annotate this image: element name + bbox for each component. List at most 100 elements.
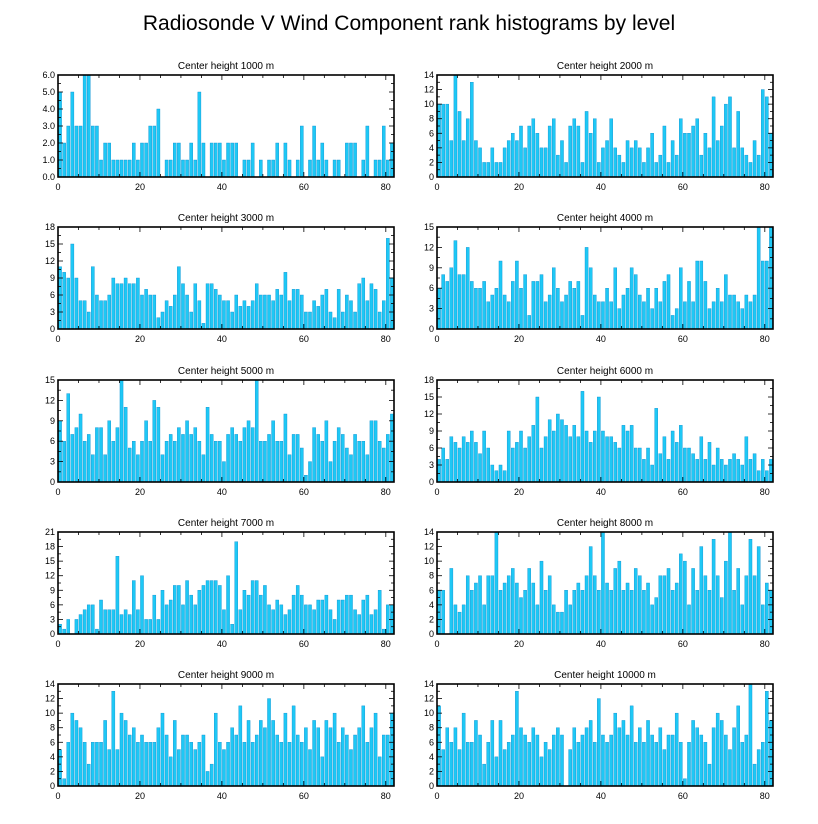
bar: [234, 142, 238, 178]
y-tick-label: 4: [50, 752, 55, 762]
bar: [732, 294, 736, 330]
bar: [99, 742, 103, 787]
bar: [699, 734, 704, 787]
bar: [308, 311, 312, 330]
bar: [250, 300, 255, 330]
bar: [119, 712, 124, 787]
bar: [728, 459, 732, 483]
bar: [756, 226, 761, 330]
bar: [238, 609, 243, 635]
bar: [552, 430, 556, 483]
bar: [629, 425, 634, 483]
bar: [535, 133, 540, 178]
bar: [699, 546, 704, 635]
bar: [674, 308, 679, 330]
y-tick-label: 3: [429, 460, 434, 470]
bar: [324, 159, 329, 178]
bar: [728, 96, 732, 178]
bar: [617, 560, 622, 635]
bar: [86, 763, 91, 787]
bar: [127, 447, 132, 483]
bar: [132, 727, 136, 787]
bar: [646, 582, 650, 635]
bar: [304, 475, 308, 483]
bar: [193, 427, 198, 483]
bar: [95, 294, 99, 330]
bar: [470, 82, 474, 178]
bar: [140, 441, 144, 483]
bar: [246, 594, 251, 635]
bar: [576, 742, 581, 787]
bar: [601, 531, 605, 635]
bar: [377, 441, 382, 483]
bar: [181, 734, 185, 787]
bar: [564, 590, 568, 635]
bar: [267, 434, 271, 483]
bar: [662, 575, 667, 635]
bar: [445, 281, 450, 330]
bar: [308, 604, 312, 635]
bar: [715, 575, 720, 635]
bar: [283, 712, 288, 787]
bar: [687, 604, 691, 635]
bar: [597, 698, 601, 787]
x-tick-label: 20: [135, 639, 145, 649]
bar: [275, 289, 279, 330]
bar: [361, 277, 366, 330]
bar: [441, 590, 445, 635]
bar: [539, 756, 544, 787]
bar: [765, 96, 769, 178]
y-tick-label: 10: [424, 708, 434, 718]
bar: [209, 580, 214, 635]
bar: [107, 749, 111, 787]
bar: [691, 301, 695, 330]
bar: [214, 441, 218, 483]
bar: [316, 727, 320, 787]
bar: [560, 301, 564, 330]
panel-title: Center height 8000 m: [557, 518, 653, 529]
bar: [230, 142, 234, 178]
bar: [279, 604, 284, 635]
x-tick-label: 80: [381, 639, 391, 649]
bar: [666, 162, 671, 178]
bar: [761, 459, 765, 483]
bar: [242, 427, 247, 483]
bar: [283, 272, 288, 330]
bar: [748, 459, 753, 483]
bar: [201, 323, 206, 330]
bar: [662, 436, 667, 483]
bar: [193, 159, 198, 178]
bar: [650, 464, 654, 483]
bar: [556, 154, 560, 178]
bar: [580, 162, 585, 178]
bar: [144, 289, 148, 330]
bar: [136, 454, 140, 483]
bar: [642, 742, 646, 787]
bar: [564, 425, 568, 483]
bar: [638, 575, 642, 635]
bar: [453, 74, 458, 178]
bar: [461, 274, 466, 330]
bar: [226, 300, 230, 330]
bar: [58, 749, 62, 787]
bar: [74, 619, 79, 635]
bar: [638, 447, 642, 483]
y-tick-label: 6: [50, 436, 55, 446]
bar: [482, 763, 486, 787]
bar: [543, 147, 548, 178]
bar: [646, 720, 650, 787]
bar: [242, 300, 247, 330]
bar: [291, 705, 296, 787]
bar: [189, 311, 193, 330]
bar: [234, 541, 238, 635]
bar: [78, 727, 83, 787]
bar: [271, 720, 275, 787]
bar: [539, 274, 544, 330]
bar: [127, 734, 132, 787]
figure-title: Radiosonde V Wind Component rank histogr…: [142, 12, 676, 35]
x-tick-label: 40: [596, 334, 606, 344]
panel-6: Center height 6000 m 0 20 40 60 80 0 3 6 9 12 15 18: [424, 366, 774, 497]
bar: [601, 734, 605, 787]
y-tick-label: 15: [424, 392, 434, 402]
bar: [271, 609, 275, 635]
